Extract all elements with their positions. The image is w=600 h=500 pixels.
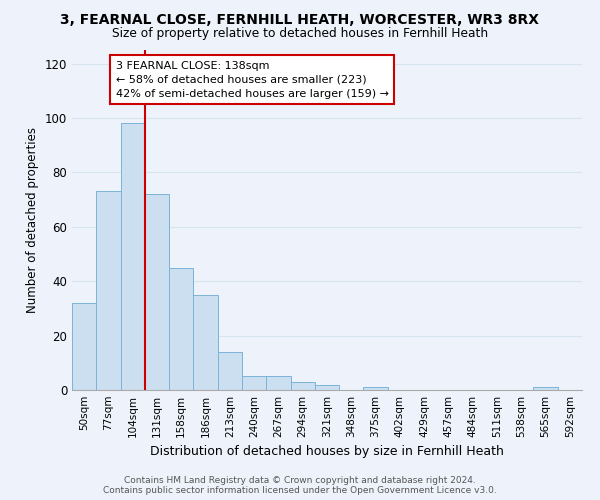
Bar <box>290 382 315 390</box>
X-axis label: Distribution of detached houses by size in Fernhill Heath: Distribution of detached houses by size … <box>150 446 504 458</box>
Bar <box>169 268 193 390</box>
Text: Size of property relative to detached houses in Fernhill Heath: Size of property relative to detached ho… <box>112 28 488 40</box>
Bar <box>533 388 558 390</box>
Bar <box>315 384 339 390</box>
Bar <box>145 194 169 390</box>
Bar <box>193 295 218 390</box>
Y-axis label: Number of detached properties: Number of detached properties <box>26 127 39 313</box>
Text: 3, FEARNAL CLOSE, FERNHILL HEATH, WORCESTER, WR3 8RX: 3, FEARNAL CLOSE, FERNHILL HEATH, WORCES… <box>61 12 539 26</box>
Bar <box>242 376 266 390</box>
Bar <box>121 124 145 390</box>
Text: Contains HM Land Registry data © Crown copyright and database right 2024.
Contai: Contains HM Land Registry data © Crown c… <box>103 476 497 495</box>
Bar <box>96 192 121 390</box>
Bar <box>364 388 388 390</box>
Bar <box>266 376 290 390</box>
Bar <box>218 352 242 390</box>
Text: 3 FEARNAL CLOSE: 138sqm
← 58% of detached houses are smaller (223)
42% of semi-d: 3 FEARNAL CLOSE: 138sqm ← 58% of detache… <box>116 61 389 99</box>
Bar <box>72 303 96 390</box>
